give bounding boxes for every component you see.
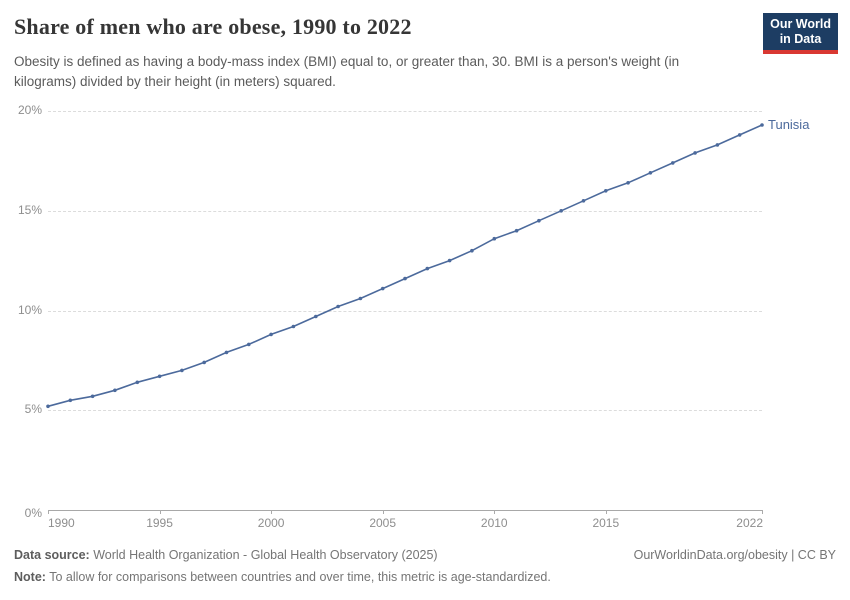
data-point — [737, 133, 742, 137]
data-point — [157, 374, 162, 379]
data-point — [224, 350, 229, 355]
data-point — [113, 388, 117, 393]
data-point — [693, 151, 697, 155]
x-axis-tickmark — [159, 510, 161, 514]
y-gridline — [48, 210, 762, 212]
data-source-label: Data source: — [14, 548, 90, 562]
owid-credit-link[interactable]: OurWorldinData.org/obesity | CC BY — [633, 548, 836, 562]
chart-subtitle: Obesity is defined as having a body-mass… — [14, 54, 680, 89]
data-point — [715, 143, 720, 147]
data-point — [314, 314, 318, 319]
x-axis-tick-label: 1990 — [48, 516, 75, 530]
x-axis-tickmark — [48, 510, 49, 514]
data-point — [68, 398, 73, 403]
line-chart-plot-area: 0% 5% 10% 15% 20% 1990 1995 2000 2005 2010 2015 202… — [0, 0, 850, 545]
y-axis-tick-label: 10% — [17, 302, 42, 317]
data-point — [135, 380, 140, 385]
owid-logo-line2: in Data — [779, 32, 822, 46]
data-point — [447, 258, 452, 263]
data-point — [626, 181, 630, 185]
note-line: Note: To allow for comparisons between c… — [14, 568, 836, 586]
x-axis-tick-label: 2015 — [592, 516, 620, 530]
data-point — [247, 342, 251, 347]
y-axis-tick-label: 15% — [17, 202, 42, 217]
series-label-tunisia[interactable]: Tunisia — [768, 116, 810, 132]
data-source-line: Data source: World Health Organization -… — [14, 546, 438, 564]
data-point — [358, 296, 363, 301]
data-point — [581, 199, 586, 203]
x-axis-tickmark — [271, 510, 273, 514]
x-axis-tickmark — [382, 510, 384, 514]
x-axis-tickmark — [494, 510, 496, 514]
y-gridline — [48, 410, 762, 412]
data-source-value: World Health Organization - Global Healt… — [93, 548, 438, 562]
data-point — [90, 394, 95, 399]
owid-logo: Our World in Data — [763, 13, 838, 54]
note-value: To allow for comparisons between countri… — [49, 570, 551, 584]
data-point — [46, 404, 50, 409]
data-point — [514, 228, 519, 233]
data-point — [559, 209, 563, 213]
y-axis-tick-label: 0% — [24, 506, 42, 520]
data-point — [180, 368, 184, 373]
data-point — [492, 236, 497, 241]
data-point — [380, 286, 385, 291]
data-point — [403, 276, 407, 281]
data-point — [537, 218, 541, 223]
x-axis-line — [48, 510, 763, 511]
y-axis-tick-label: 5% — [24, 402, 42, 417]
data-point — [470, 248, 474, 253]
data-point — [291, 324, 296, 329]
x-axis-tick-label: 2000 — [257, 516, 285, 530]
data-point — [604, 189, 608, 193]
data-point — [269, 332, 273, 337]
data-point — [425, 266, 430, 271]
x-axis-tick-label: 2005 — [369, 516, 397, 530]
data-point — [202, 360, 206, 365]
x-axis-tick-label: 2010 — [480, 516, 508, 530]
x-axis-tickmark — [605, 510, 607, 514]
owid-logo-line1: Our World — [770, 17, 831, 31]
data-point — [336, 304, 340, 309]
data-point — [648, 171, 653, 175]
page-title: Share of men who are obese, 1990 to 2022 — [14, 14, 412, 39]
x-axis-tick-label: 1995 — [146, 516, 173, 530]
note-label: Note: — [14, 570, 46, 584]
data-point — [671, 161, 675, 165]
y-gridline — [48, 111, 762, 112]
x-axis-tick-label: 2022 — [736, 516, 763, 530]
data-line[interactable] — [47, 124, 763, 408]
data-point — [760, 123, 764, 127]
x-axis-tickmark — [762, 510, 763, 514]
tunisia-line-series[interactable] — [0, 0, 850, 545]
y-axis-tick-label: 20% — [17, 103, 42, 117]
chart-footer: Data source: World Health Organization -… — [14, 546, 836, 586]
y-gridline — [48, 310, 762, 312]
